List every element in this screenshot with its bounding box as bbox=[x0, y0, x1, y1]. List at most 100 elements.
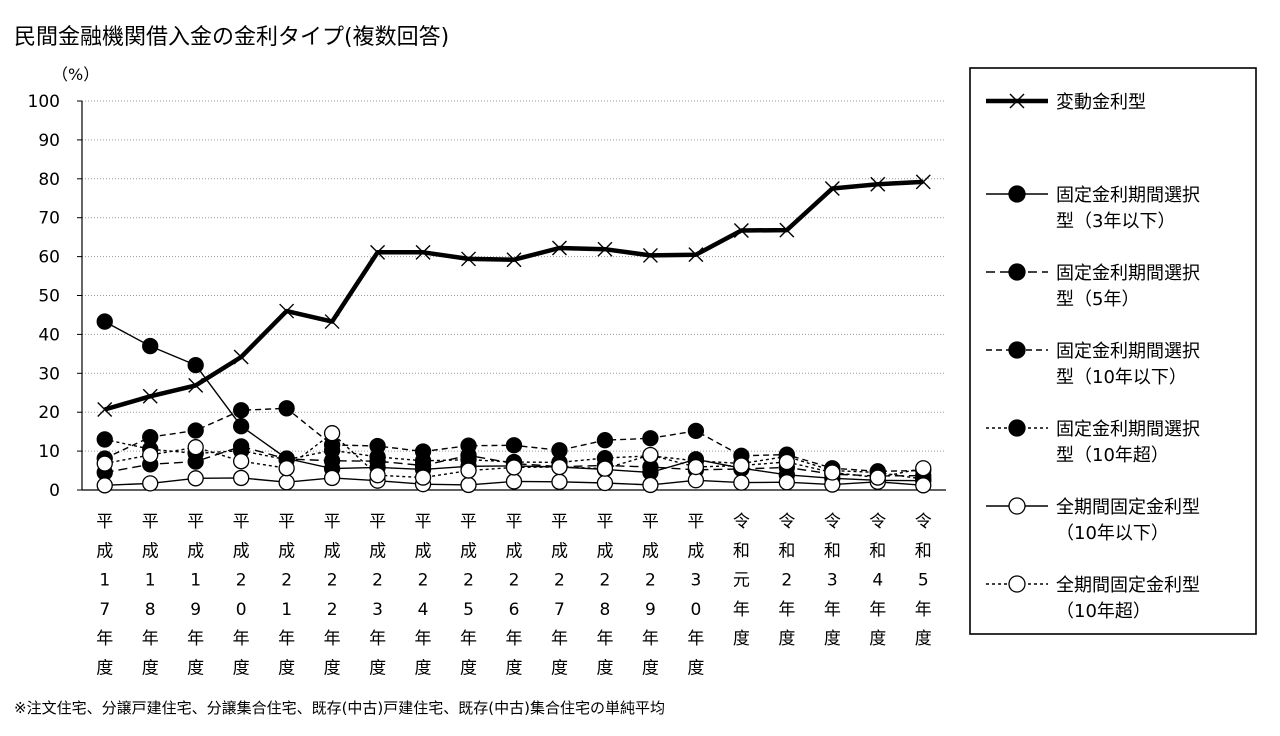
data-point bbox=[733, 457, 750, 474]
data-point bbox=[142, 337, 159, 355]
x-tick-label: 平成 2 4 年度 bbox=[415, 512, 432, 679]
data-point bbox=[915, 460, 932, 477]
y-tick-label: 90 bbox=[38, 131, 60, 151]
data-point bbox=[642, 446, 659, 464]
legend-label: （10年超） bbox=[1056, 601, 1151, 622]
legend-label: 変動金利型 bbox=[1056, 92, 1146, 113]
data-point-x bbox=[188, 377, 204, 393]
data-point-x bbox=[688, 247, 704, 263]
data-point bbox=[278, 400, 295, 417]
data-point bbox=[96, 431, 113, 448]
data-point bbox=[869, 469, 886, 486]
data-point-x bbox=[779, 222, 795, 238]
data-point-x bbox=[642, 247, 658, 263]
legend-label: （10年以下） bbox=[1056, 523, 1169, 544]
data-point-x bbox=[279, 303, 295, 319]
legend-marker bbox=[1008, 497, 1026, 515]
x-tick-label: 平成 1 9 年度 bbox=[187, 512, 204, 679]
data-point bbox=[233, 402, 250, 419]
data-point bbox=[323, 442, 341, 459]
data-point bbox=[596, 460, 614, 477]
chart-title: 民間金融機関借入金の金利タイプ(複数回答) bbox=[14, 25, 449, 50]
legend-marker bbox=[1008, 185, 1026, 203]
data-point bbox=[187, 422, 204, 439]
data-point bbox=[642, 430, 659, 447]
data-point bbox=[733, 474, 750, 491]
y-tick-label: 30 bbox=[38, 364, 60, 384]
y-tick-label: 100 bbox=[28, 92, 60, 112]
data-point-x bbox=[733, 223, 749, 239]
data-point bbox=[233, 469, 250, 487]
x-tick-label: 平成 2 9 年度 bbox=[642, 512, 659, 679]
legend-label: 型（10年以下） bbox=[1056, 367, 1187, 388]
legend-label: 全期間固定金利型 bbox=[1056, 575, 1200, 596]
data-point bbox=[96, 455, 113, 472]
data-point-x bbox=[370, 244, 386, 260]
data-point-x bbox=[824, 181, 840, 197]
x-tick-label: 平成 2 1 年度 bbox=[278, 512, 295, 679]
data-point-x bbox=[597, 241, 613, 257]
legend-label: 固定金利期間選択 bbox=[1056, 419, 1200, 440]
data-point bbox=[323, 469, 341, 487]
x-tick-label: 平成 2 8 年度 bbox=[596, 512, 613, 679]
y-tick-label: 60 bbox=[38, 248, 60, 268]
data-point bbox=[460, 462, 477, 479]
data-point bbox=[778, 453, 795, 471]
y-tick-label: 40 bbox=[38, 325, 60, 345]
legend-marker bbox=[1008, 575, 1026, 593]
data-point bbox=[96, 313, 113, 330]
data-point bbox=[96, 477, 113, 494]
data-point bbox=[505, 473, 523, 490]
legend-label: 固定金利期間選択 bbox=[1056, 341, 1200, 362]
data-point bbox=[323, 425, 341, 442]
footnote: ※注文住宅、分譲戸建住宅、分譲集合住宅、既存(中古)戸建住宅、既存(中古)集合住… bbox=[14, 699, 665, 717]
data-point-x bbox=[551, 240, 567, 256]
y-tick-label: 70 bbox=[38, 209, 60, 229]
data-point bbox=[187, 439, 204, 456]
x-tick-label: 平成 2 7 年度 bbox=[551, 512, 568, 679]
data-point bbox=[551, 458, 568, 476]
y-tick-label: 0 bbox=[49, 481, 60, 501]
x-tick-label: 平成 1 8 年度 bbox=[142, 512, 159, 679]
data-point bbox=[414, 452, 432, 469]
data-point-x bbox=[915, 174, 931, 190]
data-point bbox=[824, 464, 841, 481]
x-tick-label: 平成 2 3 年度 bbox=[369, 512, 386, 679]
data-point bbox=[596, 432, 614, 449]
data-point bbox=[142, 446, 159, 464]
y-tick-label: 50 bbox=[38, 287, 60, 307]
x-tick-label: 平成 2 6 年度 bbox=[506, 512, 523, 679]
data-point bbox=[187, 356, 204, 374]
x-tick-label: 平成 3 0 年度 bbox=[687, 512, 704, 679]
data-point bbox=[505, 437, 523, 454]
y-tick-label: 80 bbox=[38, 170, 60, 190]
data-point-x bbox=[415, 244, 431, 260]
legend-marker bbox=[1008, 341, 1026, 359]
data-point-x bbox=[233, 349, 249, 365]
data-point-x bbox=[142, 388, 158, 404]
data-point-x bbox=[506, 252, 522, 268]
data-point bbox=[142, 475, 159, 492]
data-point bbox=[505, 459, 523, 476]
legend-label: 固定金利期間選択 bbox=[1056, 185, 1200, 206]
data-point bbox=[460, 437, 477, 454]
data-point-x bbox=[97, 401, 113, 417]
x-tick-label: 平成 2 5 年度 bbox=[460, 512, 477, 679]
legend-label: 型（3年以下） bbox=[1056, 211, 1175, 232]
axes bbox=[77, 100, 946, 491]
x-tick-labels: 平成 1 7 年度 平成 1 8 年度 平成 1 9 年度 平成 2 0 年度 平成 2 1 年度 平成 2 2 年度 平成 2 3… bbox=[96, 512, 932, 679]
data-point bbox=[915, 477, 932, 494]
series-markers bbox=[96, 174, 932, 494]
legend-marker bbox=[1008, 263, 1026, 281]
y-tick-label: 20 bbox=[38, 403, 60, 423]
legend-label: 型（5年） bbox=[1056, 289, 1139, 310]
x-tick-label: 平成 2 0 年度 bbox=[233, 512, 250, 679]
data-point bbox=[460, 476, 477, 494]
y-tick-labels: 0 10 20 30 40 50 60 70 80 90 100 bbox=[28, 92, 60, 501]
x-tick-label: 令和 5 年度 bbox=[915, 512, 932, 649]
legend-label: 全期間固定金利型 bbox=[1056, 497, 1200, 518]
data-point bbox=[233, 453, 250, 470]
